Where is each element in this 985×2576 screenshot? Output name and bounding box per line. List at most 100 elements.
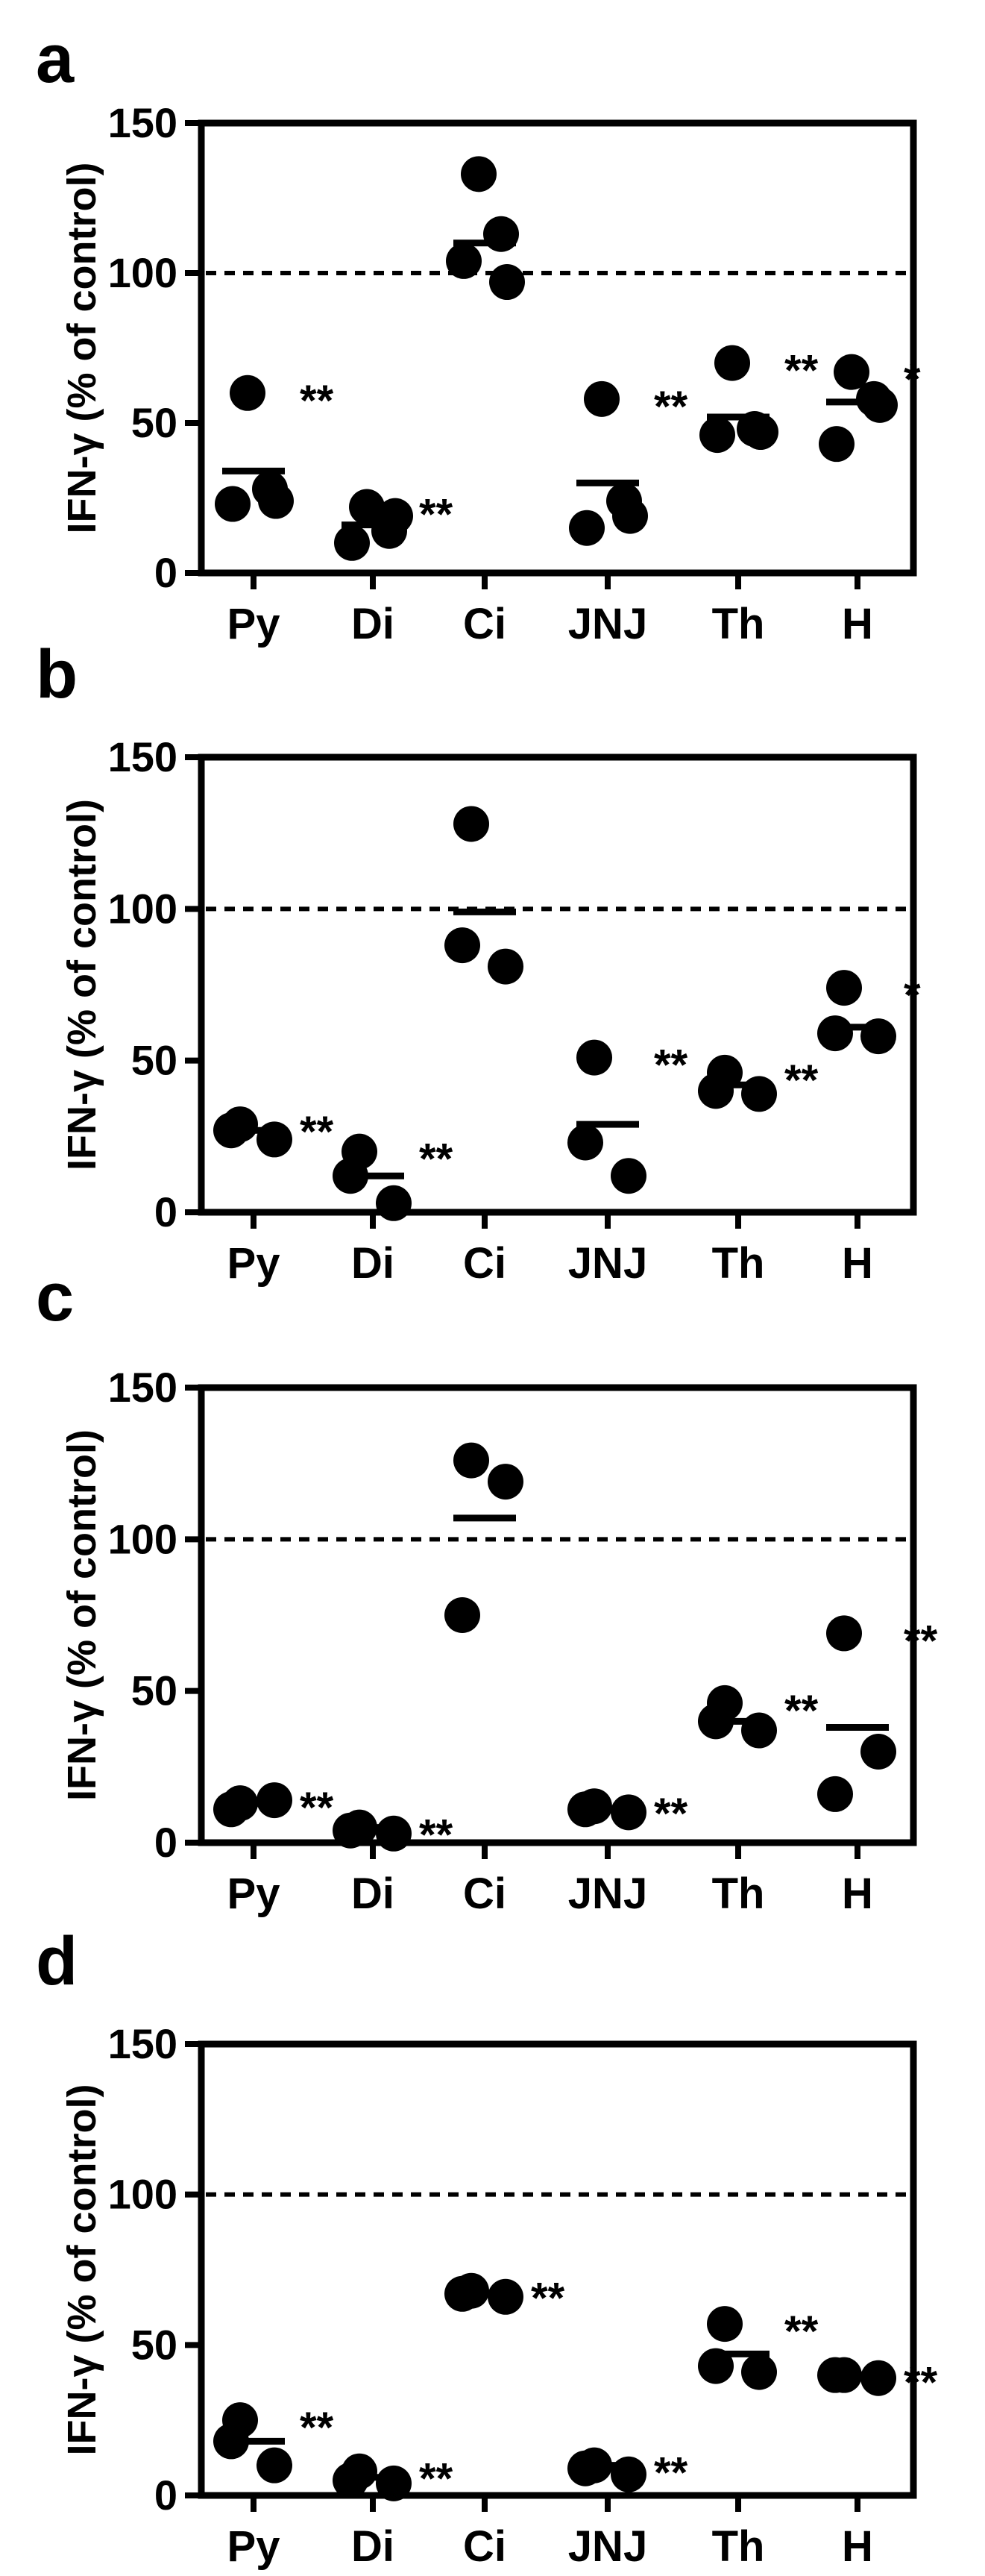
significance-mark: ** (904, 1617, 938, 1665)
y-axis-label: IFN-γ (% of control) (60, 799, 104, 1171)
significance-mark: ** (300, 377, 334, 425)
data-point (826, 1615, 862, 1652)
data-point (860, 1018, 896, 1055)
data-point (349, 489, 385, 525)
x-tick-label: Di (351, 1239, 394, 1288)
panel-letter: a (36, 21, 75, 97)
data-point (817, 1776, 853, 1812)
x-tick-label: Py (227, 1870, 280, 1918)
chart-panel-c: c IFN-γ (% of control) 0 50 100 150 Py Di Ci JNJ T… (36, 1259, 938, 1918)
x-tick-label: H (842, 1239, 873, 1288)
data-point (567, 1124, 603, 1161)
data-point (707, 2306, 743, 2342)
y-tick-label: 100 (108, 249, 177, 296)
significance-mark: ** (784, 1056, 819, 1105)
data-point (834, 354, 869, 390)
significance-mark: ** (300, 1108, 334, 1156)
y-axis-label: IFN-γ (% of control) (60, 2084, 104, 2456)
data-point (860, 1734, 896, 1770)
data-point (714, 345, 750, 381)
x-tick-label: H (842, 1870, 873, 1918)
axis-frame (198, 2040, 917, 2499)
y-tick-label: 100 (108, 1515, 177, 1562)
x-tick-label: Ci (463, 1870, 506, 1918)
significance-mark: ** (300, 2404, 334, 2452)
data-point (741, 1712, 777, 1749)
y-tick-label: 0 (154, 1819, 177, 1866)
data-point (612, 498, 648, 534)
significance-mark: ** (904, 2359, 938, 2407)
significance-mark: ** (654, 1790, 688, 1838)
significance-mark: * (904, 971, 921, 1020)
y-tick-label: 150 (108, 1364, 177, 1411)
data-point (569, 510, 605, 546)
data-point (483, 216, 519, 252)
chart-panel-d: d IFN-γ (% of control) 0 50 100 150 Py Di Ci JNJ T… (36, 1923, 938, 2571)
y-tick-label: 0 (154, 1188, 177, 1235)
data-point (461, 156, 497, 192)
data-point (584, 380, 620, 417)
x-tick-label: Di (351, 1870, 394, 1918)
x-tick-label: Ci (463, 600, 506, 648)
y-tick-label: 100 (108, 2171, 177, 2218)
y-axis-label: IFN-γ (% of control) (60, 1429, 104, 1801)
x-tick-label: JNJ (568, 2522, 647, 2571)
significance-mark: ** (419, 1135, 453, 1184)
significance-mark: ** (531, 2275, 565, 2323)
x-tick-label: Di (351, 600, 394, 648)
x-tick-label: JNJ (568, 1870, 647, 1918)
data-point (743, 414, 778, 451)
data-point (334, 524, 370, 561)
data-point (488, 948, 523, 985)
x-tick-label: Py (227, 600, 280, 648)
data-point (444, 1597, 480, 1633)
data-point (215, 486, 251, 522)
x-tick-label: Ci (463, 1239, 506, 1288)
y-tick-label: 100 (108, 885, 177, 932)
x-tick-label: Th (712, 600, 765, 648)
x-tick-label: Th (712, 1870, 765, 1918)
data-point (257, 1121, 292, 1158)
significance-mark: ** (419, 491, 453, 539)
x-tick-label: Py (227, 1239, 280, 1288)
x-tick-label: H (842, 2522, 873, 2571)
data-point (819, 426, 855, 463)
data-point (741, 1076, 777, 1112)
data-point (257, 2447, 292, 2483)
x-tick-label: Th (712, 1239, 765, 1288)
data-point (699, 417, 735, 454)
data-point (230, 375, 265, 411)
y-tick-label: 0 (154, 2472, 177, 2519)
data-point (826, 970, 862, 1006)
data-point (611, 1158, 646, 1194)
data-point (817, 1015, 853, 1052)
data-point (453, 806, 489, 842)
chart-panel-b: b IFN-γ (% of control) 0 50 100 150 Py Di Ci JNJ T… (36, 636, 921, 1288)
significance-mark: ** (419, 1811, 453, 1860)
y-tick-label: 150 (108, 733, 177, 780)
data-point (611, 2456, 646, 2492)
significance-mark: ** (784, 1687, 819, 1735)
panel-letter: c (36, 1259, 74, 1335)
data-point (376, 1185, 412, 1221)
y-tick-label: 150 (108, 2020, 177, 2067)
x-tick-label: Ci (463, 2522, 506, 2571)
data-point (576, 1039, 612, 1076)
data-point (258, 483, 294, 519)
significance-mark: ** (784, 347, 819, 395)
axis-frame (198, 119, 917, 577)
significance-mark: ** (784, 2307, 819, 2356)
x-tick-label: Py (227, 2522, 280, 2571)
y-tick-label: 50 (131, 1667, 177, 1714)
data-point (741, 2354, 777, 2390)
data-point (213, 1791, 249, 1828)
y-tick-label: 150 (108, 99, 177, 146)
y-axis-label: IFN-γ (% of control) (60, 163, 104, 534)
axis-frame (198, 1384, 917, 1846)
x-tick-label: Di (351, 2522, 394, 2571)
significance-mark: ** (300, 1784, 334, 1832)
significance-mark: ** (654, 1041, 688, 1090)
x-tick-label: JNJ (568, 600, 647, 648)
y-tick-label: 50 (131, 1037, 177, 1084)
